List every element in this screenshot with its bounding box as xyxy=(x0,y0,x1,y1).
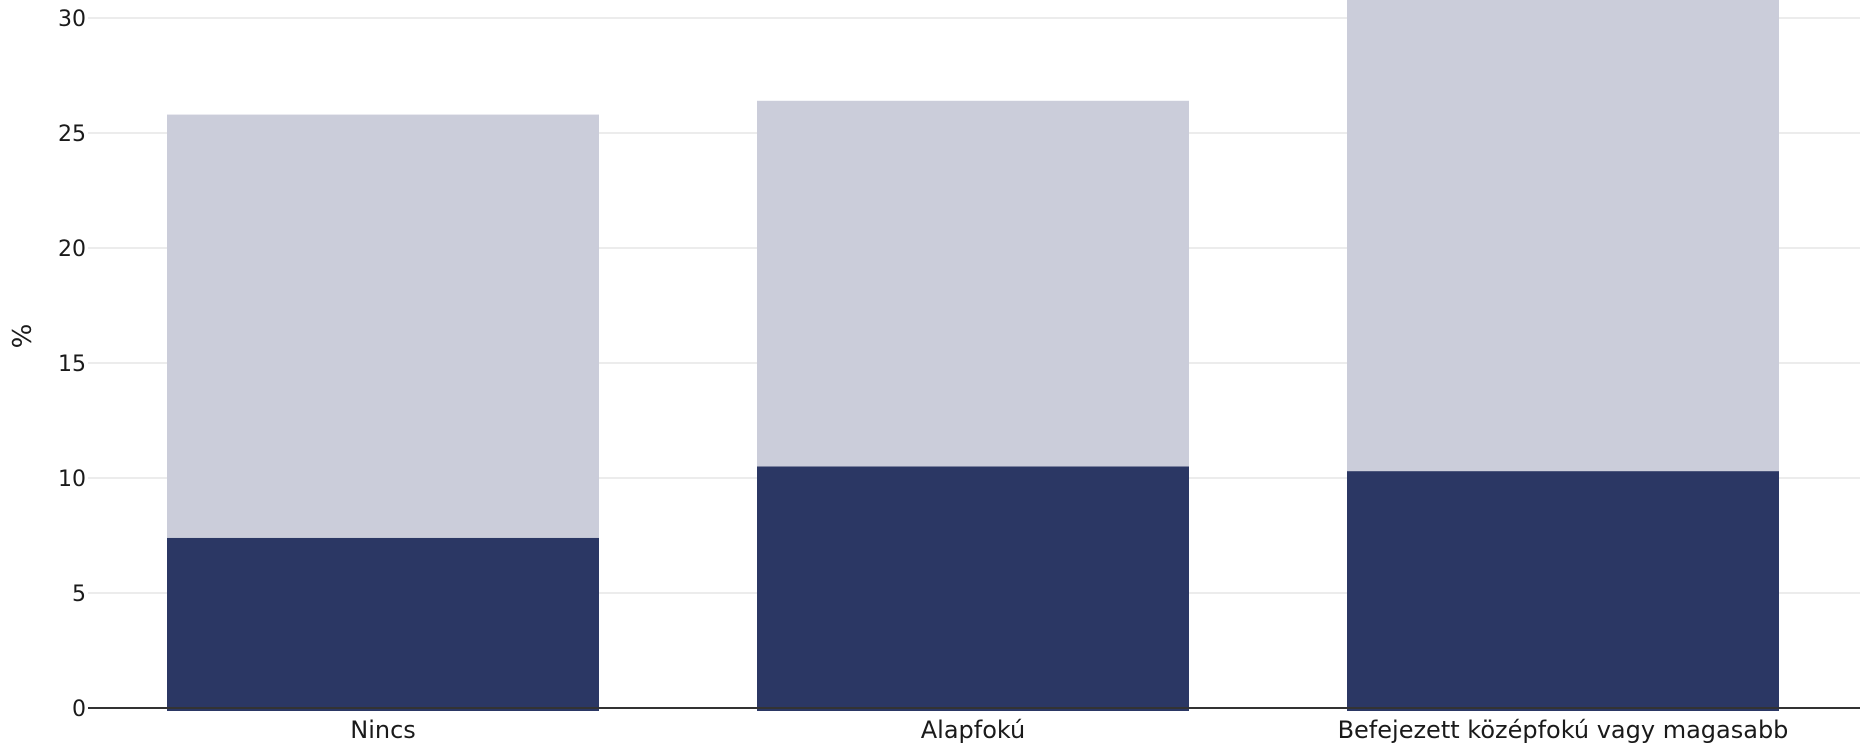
y-tick-label: 10 xyxy=(58,467,86,492)
bars xyxy=(167,0,1779,711)
bar-series2-2 xyxy=(1347,0,1779,472)
x-category-label: Alapfokú xyxy=(921,716,1026,744)
bar-series1-1 xyxy=(757,466,1189,711)
y-tick-label: 5 xyxy=(72,582,86,607)
x-axis-categories: Nincs Alapfokú Befejezett középfokú vagy m… xyxy=(350,716,1788,744)
bar-series1-0 xyxy=(167,537,599,711)
y-tick-label: 0 xyxy=(72,697,86,722)
y-tick-label: 15 xyxy=(58,352,86,377)
x-category-label: Nincs xyxy=(350,716,416,744)
y-tick-label: 20 xyxy=(58,237,86,262)
bar-series2-0 xyxy=(167,114,599,538)
bar-series2-1 xyxy=(757,100,1189,467)
y-tick-label: 30 xyxy=(58,7,86,32)
bar-series1-2 xyxy=(1347,471,1779,711)
y-axis-ticks: 0 5 10 15 20 25 30 xyxy=(58,7,86,722)
y-tick-label: 25 xyxy=(58,122,86,147)
x-category-label: Befejezett középfokú vagy magasabb xyxy=(1338,716,1789,744)
y-axis-title: % xyxy=(8,324,38,349)
